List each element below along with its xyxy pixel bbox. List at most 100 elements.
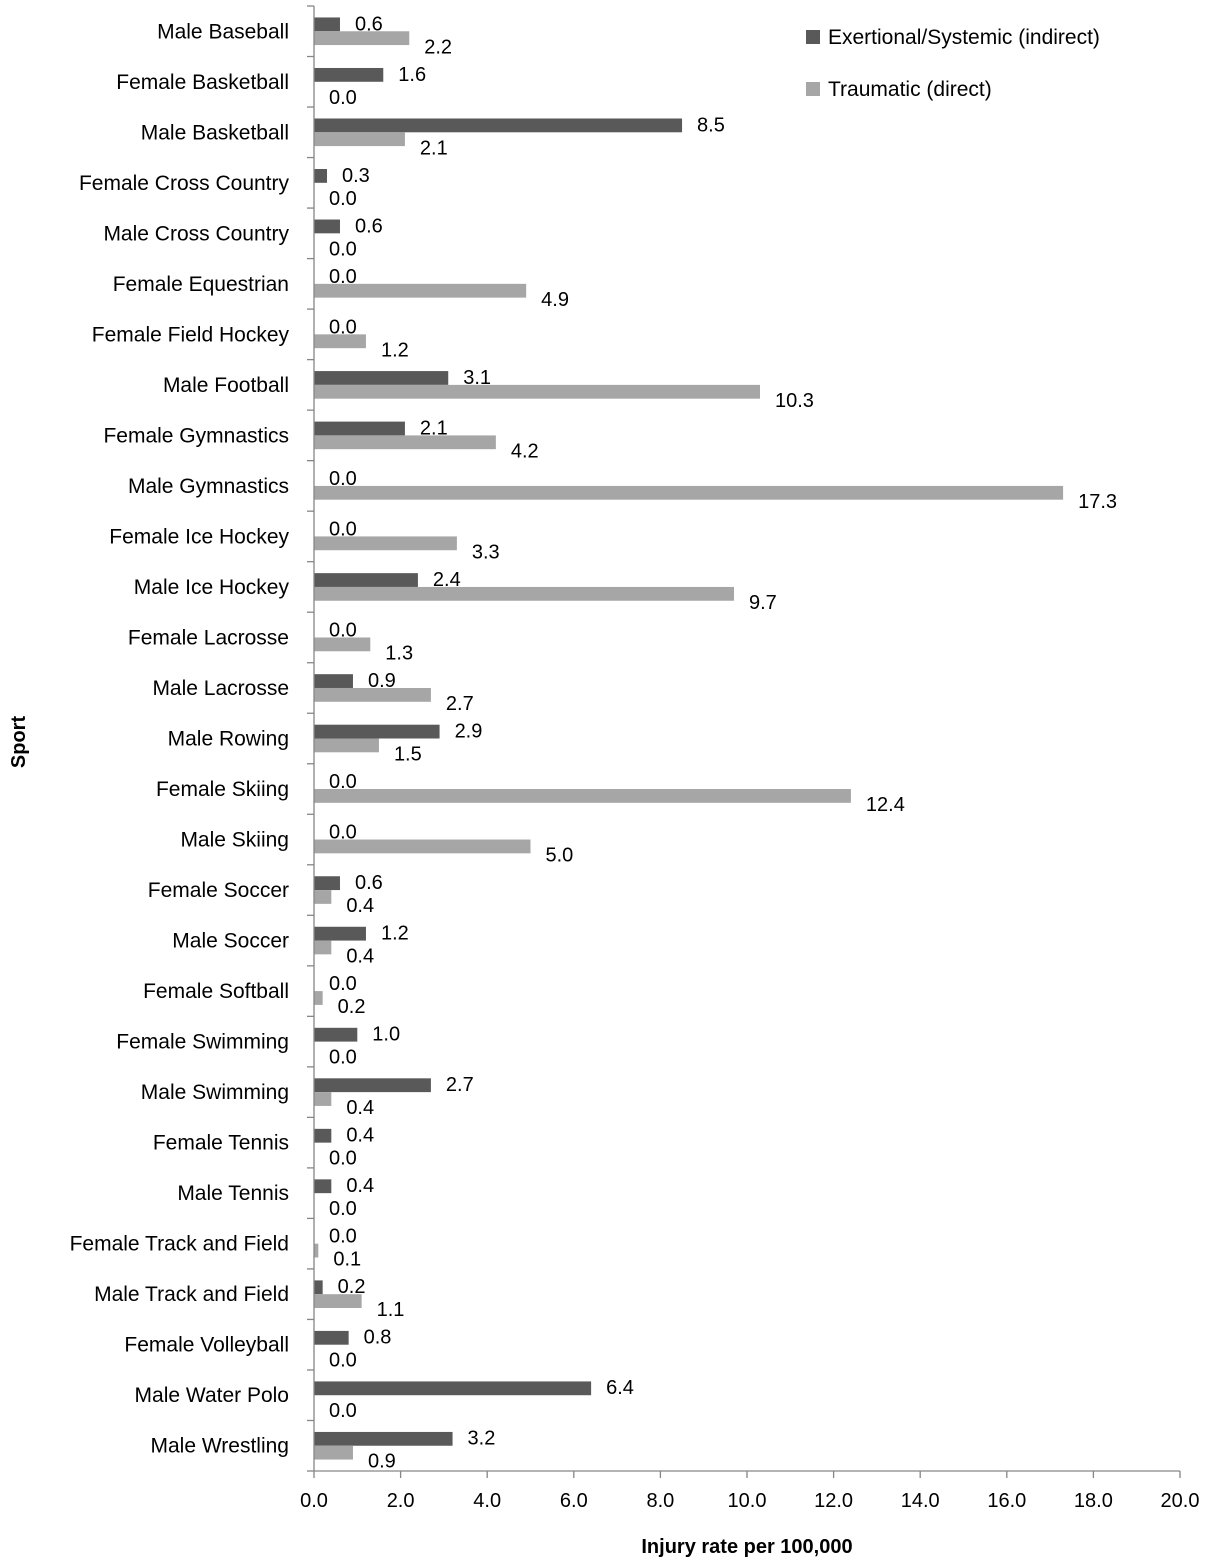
bar-traumatic bbox=[314, 334, 366, 349]
data-label-exertional: 2.7 bbox=[446, 1074, 474, 1096]
bar-exertional bbox=[314, 1330, 349, 1345]
bar-traumatic bbox=[314, 132, 405, 147]
data-label-exertional: 0.9 bbox=[368, 670, 396, 692]
bar-exertional bbox=[314, 1128, 332, 1143]
data-label-traumatic: 1.2 bbox=[381, 339, 409, 361]
data-label-exertional: 1.2 bbox=[381, 923, 409, 945]
data-label-traumatic: 3.3 bbox=[472, 541, 500, 563]
data-label-traumatic: 2.1 bbox=[420, 137, 448, 159]
bar-traumatic bbox=[314, 1243, 319, 1258]
category-label: Male Soccer bbox=[172, 930, 289, 953]
data-label-exertional: 0.4 bbox=[346, 1125, 374, 1147]
bar-traumatic bbox=[314, 586, 735, 601]
data-label-traumatic: 17.3 bbox=[1078, 491, 1117, 513]
bar-exertional bbox=[314, 421, 405, 436]
data-label-traumatic: 2.2 bbox=[424, 36, 452, 58]
data-label-exertional: 2.4 bbox=[433, 569, 461, 591]
category-label: Male Swimming bbox=[141, 1081, 289, 1104]
bar-exertional bbox=[314, 724, 440, 739]
bar-traumatic bbox=[314, 31, 410, 46]
category-label: Female Ice Hockey bbox=[109, 525, 289, 548]
legend-swatch bbox=[806, 30, 820, 44]
x-axis-title: Injury rate per 100,000 bbox=[641, 1536, 852, 1558]
data-label-traumatic: 0.4 bbox=[346, 946, 374, 968]
data-label-traumatic: 0.1 bbox=[333, 1249, 361, 1271]
category-label: Female Softball bbox=[143, 980, 289, 1003]
data-label-traumatic: 0.0 bbox=[329, 1198, 357, 1220]
plot-area: Male Baseball 0.6 2.2 Female Basketball 1.6 0… bbox=[70, 5, 1199, 1512]
bar-exertional bbox=[314, 1179, 332, 1194]
data-label-exertional: 0.3 bbox=[342, 165, 370, 187]
data-label-exertional: 0.6 bbox=[355, 215, 383, 237]
bar-exertional bbox=[314, 1431, 453, 1446]
category-label: Male Football bbox=[163, 374, 289, 397]
data-label-exertional: 0.0 bbox=[329, 266, 357, 288]
x-tick-label: 4.0 bbox=[473, 1490, 501, 1512]
data-label-traumatic: 9.7 bbox=[749, 592, 777, 614]
bar-traumatic bbox=[314, 536, 457, 551]
bar-traumatic bbox=[314, 384, 760, 399]
bar-exertional bbox=[314, 17, 340, 32]
category-label: Male Wrestling bbox=[151, 1435, 290, 1458]
data-label-traumatic: 4.9 bbox=[541, 289, 569, 311]
x-tick-label: 14.0 bbox=[901, 1490, 940, 1512]
bar-traumatic bbox=[314, 485, 1064, 500]
bar-exertional bbox=[314, 1027, 358, 1042]
data-label-traumatic: 0.0 bbox=[329, 1148, 357, 1170]
bar-traumatic bbox=[314, 687, 431, 702]
category-label: Male Baseball bbox=[157, 20, 289, 43]
data-label-exertional: 0.0 bbox=[329, 822, 357, 844]
category-label: Male Skiing bbox=[180, 829, 289, 852]
data-label-traumatic: 1.5 bbox=[394, 744, 422, 766]
bar-traumatic bbox=[314, 637, 371, 652]
data-label-exertional: 1.0 bbox=[372, 1024, 400, 1046]
data-label-traumatic: 10.3 bbox=[775, 390, 814, 412]
bar-traumatic bbox=[314, 991, 323, 1005]
x-tick-label: 10.0 bbox=[728, 1490, 767, 1512]
bar-traumatic bbox=[314, 283, 527, 298]
x-tick-label: 8.0 bbox=[646, 1490, 674, 1512]
category-label: Male Cross Country bbox=[103, 222, 289, 245]
data-label-traumatic: 0.0 bbox=[329, 87, 357, 109]
data-label-exertional: 0.8 bbox=[364, 1327, 392, 1349]
data-label-traumatic: 1.3 bbox=[385, 642, 413, 664]
data-label-traumatic: 0.2 bbox=[338, 996, 366, 1018]
category-label: Female Gymnastics bbox=[103, 424, 289, 447]
legend: Exertional/Systemic (indirect) Traumatic … bbox=[806, 26, 1100, 101]
category-label: Female Tennis bbox=[153, 1132, 289, 1155]
bar-exertional bbox=[314, 1078, 431, 1093]
category-label: Female Volleyball bbox=[124, 1334, 289, 1357]
bar-traumatic bbox=[314, 940, 332, 955]
category-label: Female Swimming bbox=[116, 1031, 289, 1054]
x-tick-label: 12.0 bbox=[814, 1490, 853, 1512]
bar-exertional bbox=[314, 219, 340, 234]
data-label-traumatic: 0.0 bbox=[329, 238, 357, 260]
category-label: Female Lacrosse bbox=[128, 626, 289, 649]
data-label-traumatic: 12.4 bbox=[866, 794, 905, 816]
data-label-exertional: 2.9 bbox=[455, 721, 483, 743]
data-label-exertional: 0.2 bbox=[338, 1276, 366, 1298]
legend-swatch bbox=[806, 82, 820, 96]
data-label-traumatic: 0.4 bbox=[346, 1097, 374, 1119]
bar-traumatic bbox=[314, 738, 379, 753]
legend-label: Exertional/Systemic (indirect) bbox=[828, 26, 1100, 49]
data-label-traumatic: 5.0 bbox=[546, 845, 574, 867]
bar-traumatic bbox=[314, 1445, 353, 1460]
category-label: Female Track and Field bbox=[70, 1233, 289, 1256]
data-label-exertional: 0.6 bbox=[355, 13, 383, 35]
bar-exertional bbox=[314, 118, 683, 133]
category-label: Female Field Hockey bbox=[92, 323, 290, 346]
category-label: Male Lacrosse bbox=[152, 677, 289, 700]
data-label-exertional: 0.0 bbox=[329, 973, 357, 995]
category-label: Male Basketball bbox=[141, 121, 289, 144]
bar-traumatic bbox=[314, 789, 851, 803]
category-label: Male Rowing bbox=[168, 728, 289, 751]
x-tick-label: 0.0 bbox=[300, 1490, 328, 1512]
x-tick-label: 18.0 bbox=[1074, 1490, 1113, 1512]
data-label-exertional: 0.6 bbox=[355, 872, 383, 894]
bar-exertional bbox=[314, 169, 327, 183]
bar-traumatic bbox=[314, 1092, 332, 1106]
x-tick-label: 16.0 bbox=[987, 1490, 1026, 1512]
bar-exertional bbox=[314, 876, 340, 891]
